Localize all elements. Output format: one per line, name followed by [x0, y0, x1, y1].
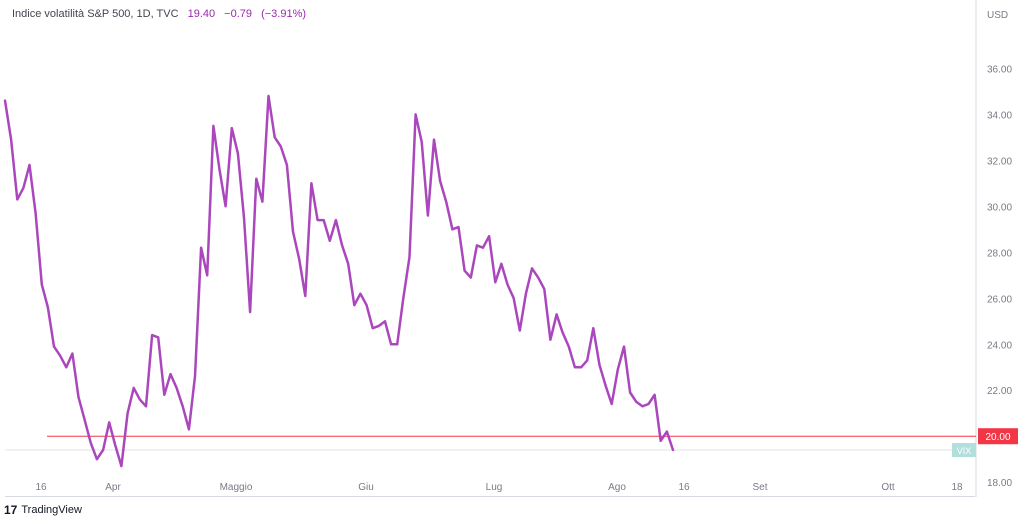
change-value: −0.79 — [224, 8, 253, 20]
y-tick-label: 22.00 — [987, 386, 1012, 397]
y-tick-label: 28.00 — [987, 248, 1012, 259]
y-tick-label: 26.00 — [987, 294, 1012, 305]
legend-values: 19.40 −0.79 (−3.91%) — [188, 8, 306, 20]
y-tick-label: 18.00 — [987, 478, 1012, 489]
level-price-badge: 20.00 — [978, 428, 1018, 445]
y-tick-label: 36.00 — [987, 64, 1012, 75]
y-tick-label: 34.00 — [987, 110, 1012, 121]
last-value: 19.40 — [187, 8, 216, 20]
y-tick-label: 30.00 — [987, 202, 1012, 213]
symbol-title[interactable]: Indice volatilità S&P 500, 1D, TVC — [12, 8, 179, 20]
level-badge-bg — [978, 428, 1018, 445]
currency-label: USD — [987, 10, 1008, 21]
change-percent: (−3.91%) — [261, 8, 307, 20]
level-badge-label: 20.00 — [985, 432, 1010, 443]
legend-header: Indice volatilità S&P 500, 1D, TVC 19.40… — [12, 8, 306, 20]
price-scale[interactable]: 18.00 22.00 24.00 26.00 28.00 30.00 32.00 34.00… — [987, 64, 1012, 489]
tradingview-logo-icon[interactable]: 17 — [4, 503, 18, 517]
y-tick-label: 32.00 — [987, 156, 1012, 167]
footer: 17 TradingView — [4, 503, 82, 517]
brand-name[interactable]: TradingView — [21, 504, 82, 516]
y-tick-label: 24.00 — [987, 340, 1012, 351]
chart-pane[interactable] — [5, 4, 975, 497]
